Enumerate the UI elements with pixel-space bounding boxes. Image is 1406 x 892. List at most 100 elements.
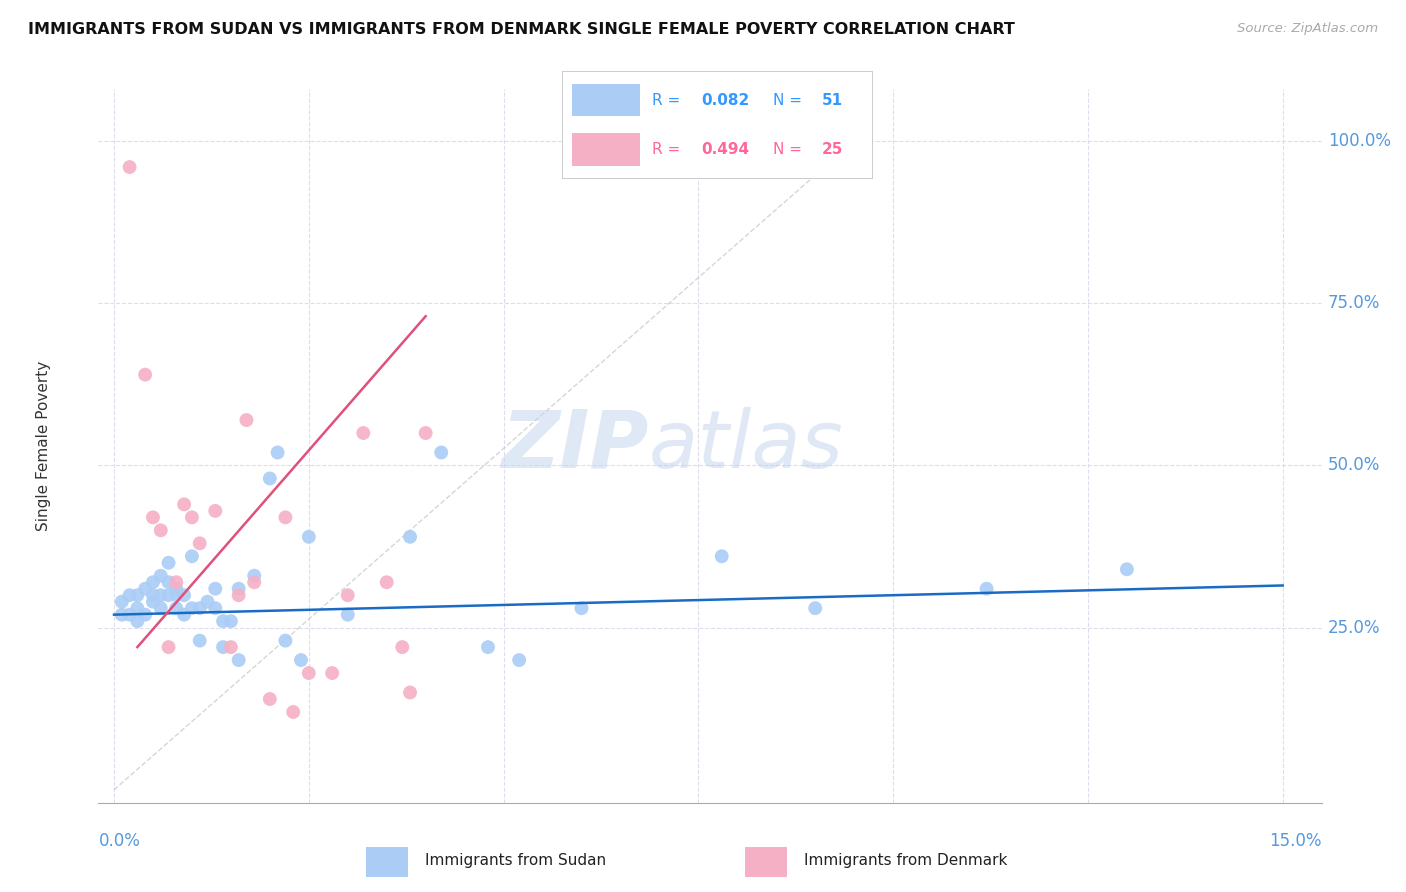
Bar (572, 134, 640, 166)
Text: 0.494: 0.494 (702, 142, 749, 157)
Point (157, 640, 180, 654)
Bar (366, 847, 408, 877)
Point (228, 582, 250, 596)
Point (149, 524, 172, 538)
Point (710, 549, 733, 564)
Text: Single Female Poverty: Single Female Poverty (37, 361, 51, 531)
Point (235, 413, 257, 427)
Point (180, 549, 202, 564)
Point (266, 445, 288, 459)
Point (173, 607, 195, 622)
Point (188, 633, 211, 648)
Point (118, 607, 141, 622)
Point (274, 510, 297, 524)
Point (477, 640, 499, 654)
Text: 100.0%: 100.0% (1327, 132, 1391, 150)
Point (134, 582, 156, 596)
Point (142, 595, 165, 609)
Text: R =: R = (652, 142, 685, 157)
Point (188, 601, 211, 615)
Point (290, 653, 312, 667)
Point (180, 510, 202, 524)
Point (298, 666, 321, 681)
Text: Source: ZipAtlas.com: Source: ZipAtlas.com (1237, 22, 1378, 36)
Point (188, 536, 211, 550)
Point (391, 640, 413, 654)
Point (1115, 562, 1137, 576)
Point (118, 160, 141, 174)
Point (283, 705, 305, 719)
Point (298, 530, 321, 544)
Point (321, 666, 343, 681)
Point (204, 601, 226, 615)
Point (173, 497, 195, 511)
Point (165, 582, 187, 596)
Point (228, 588, 250, 602)
Text: atlas: atlas (648, 407, 844, 485)
Point (157, 556, 180, 570)
Point (111, 595, 134, 609)
Point (399, 530, 422, 544)
Point (142, 575, 165, 590)
Text: N =: N = (773, 93, 807, 108)
Point (336, 588, 359, 602)
Point (127, 601, 149, 615)
Point (228, 653, 250, 667)
Text: Immigrants from Sudan: Immigrants from Sudan (425, 854, 606, 868)
Point (212, 640, 235, 654)
Text: Immigrants from Denmark: Immigrants from Denmark (804, 854, 1008, 868)
Point (149, 568, 172, 582)
Point (157, 575, 180, 590)
Point (375, 575, 398, 590)
Point (197, 595, 219, 609)
Point (180, 601, 202, 615)
Text: IMMIGRANTS FROM SUDAN VS IMMIGRANTS FROM DENMARK SINGLE FEMALE POVERTY CORRELATI: IMMIGRANTS FROM SUDAN VS IMMIGRANTS FROM… (28, 22, 1015, 37)
Point (571, 601, 593, 615)
Point (142, 510, 165, 524)
Text: 0.082: 0.082 (702, 93, 749, 108)
Point (111, 607, 134, 622)
Point (173, 588, 195, 602)
Point (134, 607, 156, 622)
Text: 15.0%: 15.0% (1270, 831, 1322, 849)
Point (127, 588, 149, 602)
Text: 25.0%: 25.0% (1327, 619, 1381, 637)
Point (399, 685, 422, 699)
Point (165, 588, 187, 602)
Point (976, 582, 998, 596)
Point (219, 614, 242, 628)
Text: ZIP: ZIP (502, 407, 648, 485)
Text: 50.0%: 50.0% (1327, 457, 1381, 475)
Point (157, 588, 180, 602)
Point (204, 504, 226, 518)
Point (259, 692, 281, 706)
Point (149, 588, 172, 602)
Point (804, 601, 827, 615)
Point (165, 575, 187, 590)
Text: 0.0%: 0.0% (98, 831, 141, 849)
Point (165, 601, 187, 615)
Point (142, 588, 165, 602)
Text: 75.0%: 75.0% (1327, 294, 1381, 312)
Point (508, 653, 530, 667)
Point (212, 614, 235, 628)
Point (219, 640, 242, 654)
Point (243, 568, 266, 582)
Point (415, 425, 437, 440)
Bar (745, 847, 787, 877)
Point (118, 588, 141, 602)
Text: N =: N = (773, 142, 807, 157)
Text: 51: 51 (823, 93, 844, 108)
Text: R =: R = (652, 93, 685, 108)
Point (336, 607, 359, 622)
Point (430, 445, 453, 459)
Point (127, 614, 149, 628)
Text: 25: 25 (823, 142, 844, 157)
Point (352, 425, 374, 440)
Bar (572, 84, 640, 116)
Point (134, 368, 156, 382)
Point (243, 575, 266, 590)
Point (274, 633, 297, 648)
Point (259, 471, 281, 485)
Point (204, 582, 226, 596)
